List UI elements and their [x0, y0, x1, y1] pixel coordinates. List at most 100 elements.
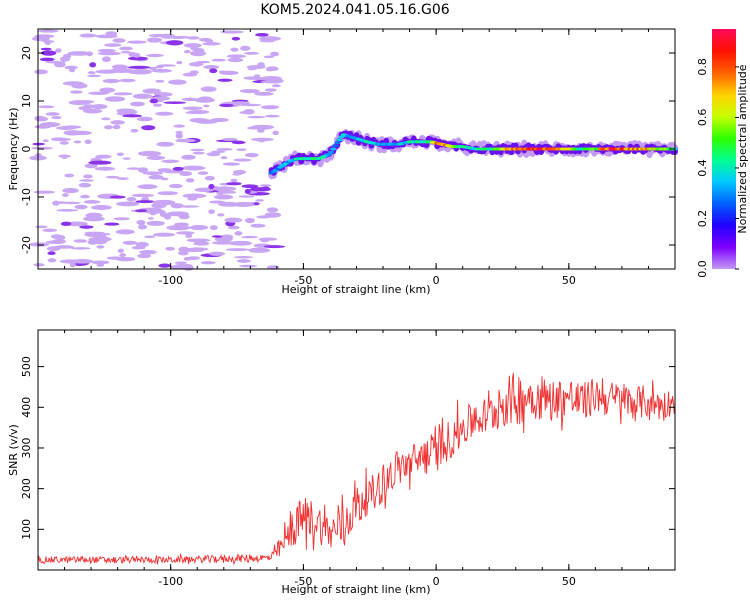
- spectrogram-noise-blob: [51, 238, 66, 245]
- spectrogram-noise-blob: [165, 40, 184, 46]
- spectrogram-noise-blob: [155, 79, 165, 83]
- spectrogram-noise-blob: [104, 125, 113, 130]
- colorbar-tick-label: 0.4: [696, 159, 709, 177]
- spectrogram-noise-blob: [84, 139, 92, 145]
- spectrogram-x-axis-label: Height of straight line (km): [281, 283, 430, 296]
- spectrogram-noise-blob: [168, 183, 183, 189]
- spectrogram-noise-blob: [146, 220, 165, 226]
- spectrogram-noise-blob: [105, 175, 120, 179]
- spectrogram-noise-blob: [212, 186, 237, 192]
- spectrogram-noise-blob: [84, 163, 98, 169]
- spectrogram-noise-blob: [222, 162, 240, 166]
- colorbar-tick-label: 0.0: [696, 260, 709, 278]
- spectrogram-noise-blob: [148, 174, 164, 180]
- spectrogram-noise-blob: [62, 125, 82, 129]
- spectrogram-x-tick-label: -50: [294, 274, 312, 287]
- spectrogram-noise-blob: [250, 124, 275, 130]
- spectrogram-noise-blob: [195, 119, 218, 124]
- colorbar-label: Normalized spectral amplitude: [736, 64, 749, 233]
- spectrogram-noise-blob: [161, 159, 180, 163]
- spectrogram-noise-blob: [160, 177, 169, 181]
- spectrogram-noise-blob: [234, 231, 243, 236]
- spectrogram-noise-blob: [112, 38, 126, 43]
- spectrogram-noise-blob: [238, 195, 255, 198]
- spectrogram-noise-blob: [65, 221, 88, 227]
- spectrogram-noise-blob: [35, 225, 48, 229]
- spectrogram-noise-blob: [53, 245, 75, 249]
- spectrogram-ridge-core: [336, 138, 343, 142]
- spectrogram-noise-blob: [34, 69, 48, 75]
- spectrogram-noise-blob: [266, 207, 279, 213]
- spectrogram-noise-blob: [78, 182, 92, 188]
- spectrogram-x-tick-label: 0: [433, 274, 440, 287]
- spectrogram-noise-blob: [91, 103, 108, 110]
- spectrogram-noise-blob: [261, 186, 271, 191]
- spectrogram-noise-blob: [156, 141, 175, 147]
- spectrogram-noise-blob: [183, 256, 191, 261]
- spectrogram-noise-blob: [119, 253, 126, 258]
- spectrogram-noise-blob: [96, 245, 105, 249]
- spectrogram-noise-blob: [253, 202, 260, 206]
- spectrogram-y-tick-label: -10: [20, 188, 33, 206]
- spectrogram-noise-blob: [244, 152, 259, 158]
- spectrogram-noise-blob: [260, 80, 282, 84]
- spectrogram-ridge-core: [334, 141, 341, 145]
- spectrogram-noise-blob: [173, 124, 186, 128]
- spectrogram-noise-blob: [239, 88, 260, 94]
- spectrogram-noise-blob: [119, 46, 133, 51]
- spectrogram-noise-blob: [240, 45, 251, 51]
- spectrogram-noise-blob: [63, 130, 83, 136]
- spectrogram-noise-blob: [186, 178, 195, 183]
- spectrogram-noise-blob: [136, 116, 153, 122]
- spectrogram-noise-blob: [137, 167, 149, 173]
- spectrogram-noise-blob: [129, 69, 153, 75]
- spectrogram-noise-blob: [203, 65, 220, 70]
- spectrogram-noise-blob: [211, 58, 227, 62]
- spectrogram-noise-blob: [32, 142, 46, 146]
- spectrogram-noise-blob: [194, 187, 214, 192]
- spectrogram-noise-blob: [127, 65, 151, 69]
- spectrogram-noise-blob: [61, 154, 68, 160]
- spectrogram-noise-blob: [64, 173, 75, 178]
- spectrogram-noise-blob: [198, 96, 213, 101]
- spectrogram-noise-blob: [225, 248, 249, 252]
- spectrogram-noise-blob: [126, 167, 141, 170]
- spectrogram-noise-blob: [101, 56, 111, 63]
- spectrogram-noise-blob: [83, 200, 101, 204]
- spectrogram-noise-blob: [190, 50, 207, 57]
- spectrogram-noise-blob: [139, 250, 157, 255]
- spectrogram-noise-blob: [192, 151, 205, 155]
- spectrogram-noise-blob: [122, 157, 131, 160]
- spectrogram-noise-blob: [272, 130, 279, 136]
- spectrogram-noise-blob: [142, 171, 164, 176]
- spectrogram-noise-blob: [243, 109, 255, 115]
- spectrogram-noise-blob: [62, 201, 81, 205]
- snr-x-tick-label: -50: [294, 575, 312, 588]
- spectrogram-noise-blob: [244, 188, 251, 195]
- spectrogram-noise-blob: [172, 166, 184, 171]
- spectrogram-noise-blob: [115, 229, 135, 235]
- spectrogram-noise-blob: [47, 258, 57, 263]
- spectrogram-noise-blob: [189, 225, 209, 231]
- spectrogram-noise-blob: [147, 217, 154, 220]
- spectrogram-noise-blob: [116, 257, 136, 262]
- spectrogram-noise-blob: [119, 78, 136, 83]
- spectrogram-noise-blob: [45, 112, 60, 116]
- spectrogram-noise-blob: [259, 39, 275, 43]
- spectrogram-noise-blob: [264, 114, 280, 118]
- spectrogram-noise-blob: [181, 97, 198, 102]
- spectrogram-noise-blob: [182, 193, 207, 199]
- spectrogram-noise-blob: [122, 114, 142, 118]
- spectrogram-noise-blob: [42, 139, 49, 143]
- spectrogram-noise-blob: [213, 194, 234, 200]
- spectrogram-noise-blob: [250, 137, 274, 142]
- snr-x-tick-label: 50: [562, 575, 576, 588]
- spectrogram-noise-blob: [122, 240, 138, 245]
- spectrogram-noise-blob: [208, 251, 226, 256]
- spectrogram-noise-blob: [40, 47, 52, 51]
- spectrogram-noise-blob: [113, 217, 130, 221]
- spectrogram-noise-blob: [208, 200, 226, 204]
- spectrogram-noise-blob: [59, 259, 83, 264]
